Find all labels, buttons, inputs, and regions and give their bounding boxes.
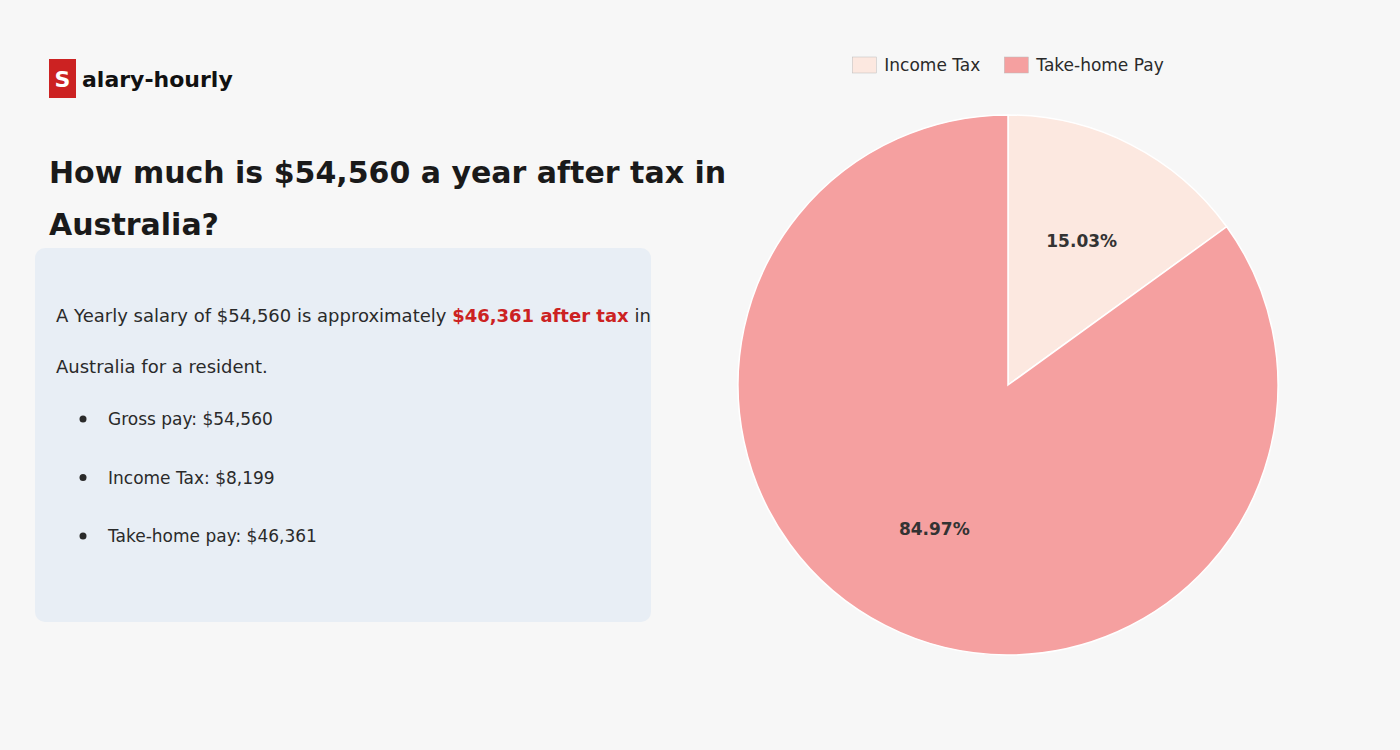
data-label: 15.03% [1046,231,1117,251]
bullet-dot [80,416,87,423]
pie-slice [738,115,1278,655]
bullet-item: Gross pay: $54,560 [108,409,273,429]
bullet-item: Take-home pay: $46,361 [107,526,317,546]
bullet-item: Income Tax: $8,199 [108,468,275,488]
title: How much is $54,560 a year after tax in [49,155,726,190]
legend: Income Tax Take-home Pay [852,55,1163,75]
logo-letter: S [55,67,71,92]
data-label: 84.97% [899,519,970,539]
info-box [35,248,651,622]
title: Australia? [49,207,219,242]
pie [738,115,1278,655]
bullet-dot [80,474,87,481]
legend-swatch [1004,57,1028,73]
legend-label: Income Tax [884,55,980,75]
legend-item: Take-home Pay [1004,55,1163,75]
intro-segment: in [629,305,651,326]
intro-segment: Australia for a resident. [56,356,268,377]
intro-line: A Yearly salary of $54,560 is approximat… [56,305,651,326]
logo-box [49,59,76,98]
legend-swatch [852,57,876,73]
intro-line: Australia for a resident. [56,356,268,377]
chart-canvas: Salary-hourly How much is $54,560 a year … [0,0,1400,750]
logo-text: alary-hourly [82,67,233,92]
intro-segment: A Yearly salary of $54,560 is approximat… [56,305,452,326]
legend-item: Income Tax [852,55,980,75]
intro-highlight: $46,361 after tax [452,305,629,326]
bullet-dot [80,533,87,540]
legend-label: Take-home Pay [1035,55,1163,75]
